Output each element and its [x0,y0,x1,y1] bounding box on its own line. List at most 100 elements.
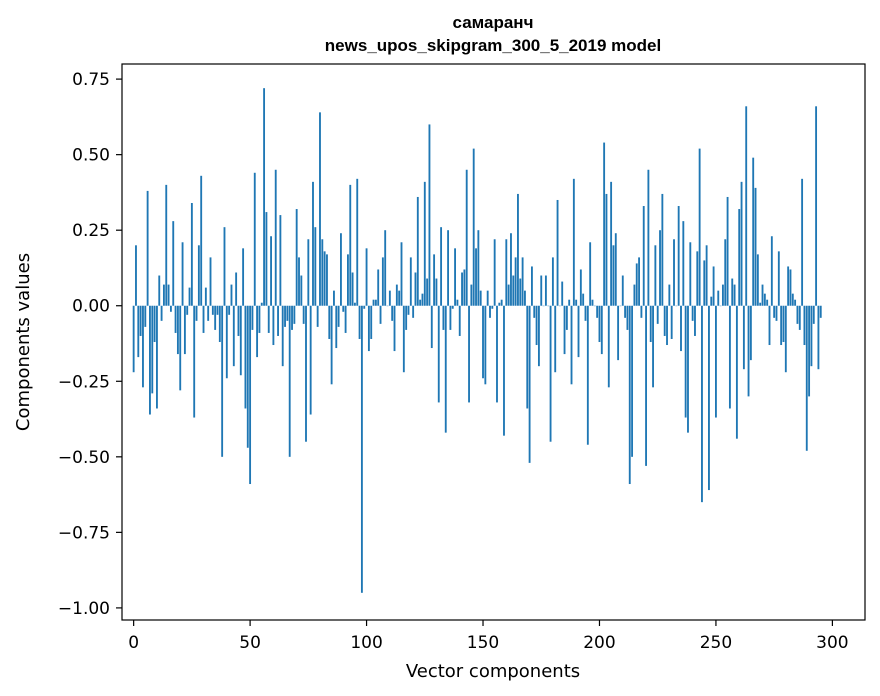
y-tick-label: −1.00 [58,599,110,619]
bar [398,290,401,306]
bar [277,305,279,336]
bar [447,230,450,306]
bar [794,299,797,306]
bar [652,305,654,388]
bar [670,305,673,339]
bar [493,239,496,306]
bar [591,299,594,306]
bar [524,290,526,306]
bar [454,248,456,306]
bar [421,293,424,306]
bar [400,242,403,306]
y-tick-label: −0.75 [58,523,110,543]
bar [517,193,519,306]
bar [514,257,517,306]
bar [747,305,750,397]
bar [321,239,324,306]
bar [337,305,340,327]
bar [510,233,512,306]
bar [139,305,142,336]
bar [579,269,582,306]
bar [333,290,335,306]
bar [463,269,466,306]
bar [412,305,415,318]
bar [766,299,769,306]
bar [640,305,643,318]
bar [638,257,640,306]
bar [661,193,664,306]
bar [442,305,445,330]
bar [426,278,429,306]
bar [244,305,247,409]
bar [491,305,494,309]
bar [388,290,391,306]
bar [810,305,813,367]
bar [551,257,554,306]
bar [598,305,601,342]
bar [749,305,752,361]
bar [612,245,615,306]
bar [267,305,270,333]
bar [449,305,452,330]
bar [216,305,219,315]
bar [279,215,282,306]
bar [635,263,638,306]
x-tick-label: 200 [583,633,615,653]
bar [808,305,811,397]
bar [731,278,734,306]
bar [132,305,135,373]
bar [754,187,757,306]
bar [596,305,599,318]
bar [633,284,636,306]
bar [577,305,580,358]
x-tick-label: 50 [239,633,261,653]
bar [295,209,298,306]
bar [353,302,356,306]
bar [235,272,238,306]
bar [787,266,790,306]
bar [207,305,210,321]
bar [237,305,240,336]
bar [365,248,368,306]
bar [544,275,547,306]
bar [176,305,179,355]
bar [298,257,300,306]
bar [803,305,806,346]
bar [153,305,156,342]
bar [330,305,333,385]
bar [458,305,461,336]
bar [309,305,312,415]
bar [610,181,613,306]
bar [726,196,729,306]
bar [444,305,447,433]
bar [144,305,147,327]
bar [791,293,794,306]
bar [533,305,536,318]
bar [628,305,631,485]
bar [314,227,317,306]
bar [556,199,559,306]
bar [433,254,436,306]
bar [393,305,396,352]
bar [300,275,303,306]
bar [565,305,568,330]
x-tick-label: 150 [467,633,499,653]
bar [482,305,484,379]
bar [172,221,175,306]
y-axis-label: Components values [13,253,34,431]
bar [715,305,717,418]
bar [537,305,540,367]
bar [475,248,477,306]
bar [740,181,743,306]
bar [367,305,370,352]
bar [135,245,137,306]
bar [526,305,529,409]
bar [284,305,286,327]
bar [319,112,321,306]
bar [256,305,259,358]
bar [673,239,675,306]
bar [302,305,305,324]
bar [195,305,198,321]
bar [703,260,706,306]
bar [225,305,228,379]
